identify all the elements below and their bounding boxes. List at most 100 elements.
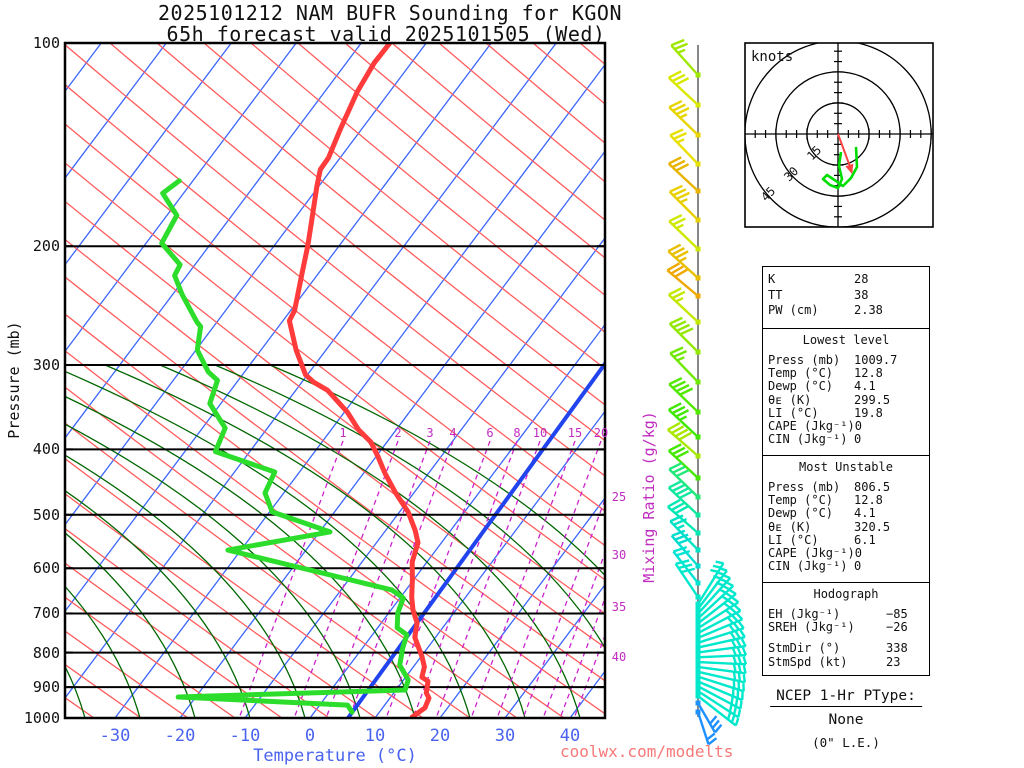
wind-barb — [695, 581, 735, 622]
mixing-ratio-line — [238, 440, 344, 718]
page-title: 2025101212 NAM BUFR Sounding for KGON — [157, 1, 623, 25]
table-row: LI (°C) 6.1 — [768, 532, 876, 547]
isotherm-line — [65, 43, 232, 266]
wind-barb — [695, 655, 748, 666]
temperature-tick-label: 10 — [364, 726, 386, 746]
isotherm-line — [504, 583, 605, 718]
mixing-ratio-label: 30 — [611, 548, 627, 562]
mixing-ratio-line — [496, 440, 602, 718]
dry-adiabat-line — [109, 43, 605, 442]
mixing-ratio-label: 10 — [532, 426, 548, 440]
moist-adiabat-line — [65, 423, 361, 718]
table-row: CAPE (Jkg⁻¹) 0 — [768, 418, 862, 433]
mixing-ratio-label: 1 — [339, 426, 347, 440]
freezing-reference-line — [346, 360, 605, 718]
dry-adiabat-line — [65, 123, 605, 547]
wind-barb — [695, 621, 745, 646]
wind-barb — [667, 243, 701, 281]
wind-barb — [695, 588, 737, 626]
moist-adiabat-line — [65, 489, 251, 718]
dry-adiabat-line — [65, 596, 236, 718]
isotherm-line — [65, 43, 362, 440]
wind-barb — [668, 461, 701, 500]
dry-adiabat-line — [65, 630, 189, 718]
mixing-ratio-label: 20 — [593, 426, 609, 440]
dry-adiabat-line — [65, 386, 518, 718]
dry-adiabat-line — [65, 562, 283, 718]
isotherm-line — [309, 323, 605, 718]
temperature-axis-label: Temperature (°C) — [253, 746, 417, 766]
wind-barb — [668, 184, 701, 223]
mixing-ratio-label: 8 — [513, 426, 521, 440]
dry-adiabat-line — [65, 83, 605, 512]
wind-barb — [668, 376, 701, 415]
mixing-ratio-label: 15 — [567, 426, 583, 440]
wind-barb — [695, 573, 732, 617]
wind-barb — [667, 443, 701, 481]
moist-adiabat-line — [214, 364, 605, 650]
most-unstable-table: Most Unstable Press (mb) 806.5 Temp (°C) 12.… — [762, 455, 930, 582]
mixing-ratio-line — [542, 551, 605, 718]
mixing-ratio-label: 4 — [449, 426, 457, 440]
table-row: PW (cm) 2.38 — [768, 303, 883, 317]
wind-barb — [667, 421, 701, 459]
mixing-ratio-line — [573, 633, 605, 718]
table-row: EH (Jkg⁻¹) −85 — [768, 607, 908, 621]
mixing-ratio-line — [348, 440, 454, 718]
pressure-axis-label: Pressure (mb) — [5, 321, 23, 439]
wind-barb — [695, 683, 743, 710]
isotherm-line — [65, 43, 557, 700]
hodograph-plot — [745, 43, 933, 227]
table-row: LI (°C) 19.8 — [768, 405, 883, 420]
wind-barb — [695, 669, 747, 684]
pressure-tick-label: 1000 — [23, 709, 60, 727]
mixing-ratio-line — [559, 596, 605, 718]
dry-adiabat-line — [438, 43, 605, 183]
wind-barb — [669, 346, 701, 385]
pressure-tick-label: 800 — [32, 643, 60, 662]
table-header: Hodograph — [813, 587, 879, 601]
isotherm-line — [439, 496, 605, 718]
table-row: StmDir (°) 338 — [768, 641, 908, 656]
moist-adiabat-line — [159, 364, 581, 718]
moist-adiabat-line — [65, 395, 416, 718]
ptype-block: NCEP 1-Hr PType: — [770, 688, 922, 707]
wind-barb — [668, 99, 701, 138]
lowest-level-table: Lowest level Press (mb) 1009.7 Temp (°C) 12.… — [762, 328, 930, 455]
hodograph-trace — [821, 146, 859, 190]
temperature-tick-label: 40 — [559, 726, 581, 746]
moist-adiabat-line — [65, 585, 141, 718]
dry-adiabat-line — [65, 162, 605, 581]
wind-barb — [670, 529, 701, 569]
wind-barb — [667, 402, 701, 440]
mixing-ratio-line — [435, 440, 541, 718]
hodograph-stats-table: Hodograph EH (Jkg⁻¹) −85 SREH (Jkg⁻¹) −26 Stm… — [762, 582, 930, 676]
dry-adiabat-line — [250, 43, 605, 333]
dry-adiabat-line — [65, 43, 605, 477]
dry-adiabat-line — [203, 43, 605, 370]
temperature-tick-label: -20 — [164, 726, 196, 746]
isotherm-line — [65, 43, 167, 180]
table-row: Press (mb) 806.5 — [768, 480, 891, 494]
table-row: CAPE (Jkg⁻¹) 0 — [768, 545, 862, 560]
wind-barb — [695, 612, 744, 641]
dewpoint-trace — [159, 178, 411, 715]
dry-adiabat-line — [65, 238, 605, 649]
wind-barb — [695, 688, 742, 719]
mixing-ratio-label: 35 — [611, 600, 627, 614]
wind-barb — [695, 674, 745, 693]
table-row: Temp (°C) 12.8 — [768, 366, 883, 381]
ptype-value: None — [828, 712, 864, 728]
pressure-tick-label: 900 — [32, 678, 60, 697]
wind-barb — [695, 709, 718, 746]
isotherm-line — [374, 410, 605, 718]
pressure-tick-label: 100 — [32, 34, 60, 52]
pressure-tick-label: 500 — [32, 505, 60, 524]
watermark-link[interactable]: coolwx.com/modelts — [560, 742, 734, 761]
mixing-ratio-line — [325, 440, 431, 718]
table-row: Dewp (°C) 4.1 — [768, 379, 876, 394]
wind-barb — [674, 559, 701, 600]
moist-adiabat-line — [65, 370, 471, 718]
